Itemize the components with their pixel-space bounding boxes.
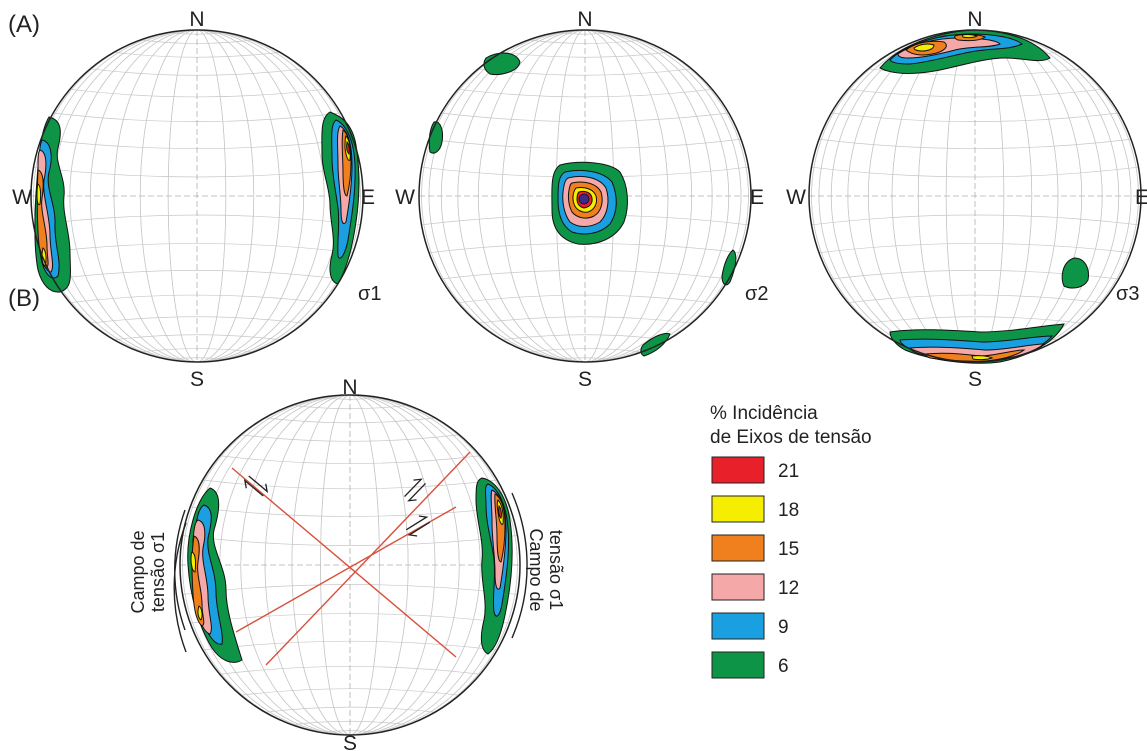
legend-swatch-6 (711, 651, 765, 679)
stress-field-right-line2: tensão σ1 (546, 530, 566, 610)
legend-title-line2: de Eixos de tensão (710, 427, 872, 448)
legend-value-21: 21 (778, 461, 799, 482)
primitive-circle (418, 29, 752, 363)
west-label: W (395, 186, 415, 209)
density-contours-combined (187, 477, 513, 663)
half-arrow-nw (243, 475, 269, 497)
legend-swatch-12 (711, 573, 765, 601)
legend-swatch-18 (711, 495, 765, 523)
legend-swatch-9 (711, 612, 765, 640)
south-label: S (343, 732, 357, 751)
primitive-circle (30, 29, 364, 363)
density-contours-sigma3 (879, 29, 1089, 364)
panel-b-label: (B) (8, 285, 40, 312)
south-label: S (190, 368, 204, 391)
fault-line-ene-wsw (235, 506, 457, 633)
stereonet-grid (809, 29, 1141, 363)
stereonet-grid (180, 394, 520, 736)
east-label: E (361, 186, 375, 209)
east-label: E (750, 186, 764, 209)
stress-field-right-line1: Campo de (526, 528, 546, 611)
fault-line-nw-se (231, 467, 457, 658)
legend-value-12: 12 (778, 578, 799, 599)
stress-field-arc-right (511, 492, 528, 639)
contour-peak (578, 193, 590, 205)
west-label: W (786, 186, 806, 209)
kinematic-arrows (243, 475, 431, 537)
stress-field-left-line1: Campo de (128, 530, 148, 613)
stress-field-arc-left-outer (173, 522, 187, 653)
sigma1-label: σ1 (358, 283, 381, 305)
panel-a-label: (A) (8, 11, 40, 38)
primitive-circle (179, 394, 521, 736)
north-label: N (967, 8, 982, 31)
fault-traces (231, 451, 471, 666)
stereonet-combined: N S Campo de tensão σ1 Campo de tensão σ… (128, 376, 566, 751)
contour-18 (36, 183, 42, 206)
legend-value-15: 15 (778, 539, 799, 560)
south-label: S (578, 368, 592, 391)
half-arrow-ne-1 (404, 478, 426, 502)
stereonet-sigma2: N S W E σ2 (395, 8, 768, 391)
west-label: W (12, 186, 32, 209)
east-label: E (1135, 186, 1147, 209)
fault-line-ne-sw (265, 451, 471, 666)
legend-value-6: 6 (778, 656, 789, 677)
north-label: N (577, 8, 592, 31)
half-arrow-ne-2 (405, 515, 431, 537)
south-label: S (968, 368, 982, 391)
north-label: N (342, 376, 357, 399)
primitive-circle (808, 29, 1142, 363)
legend: % Incidência de Eixos de tensão 21 18 15 12… (710, 403, 872, 679)
stereonet-sigma3: N S W E σ3 (786, 8, 1147, 391)
north-label: N (189, 8, 204, 31)
legend-value-9: 9 (778, 617, 789, 638)
stereonet-sigma1: N S W E σ1 (12, 8, 381, 391)
legend-swatch-21 (711, 456, 765, 484)
legend-swatch-15 (711, 534, 765, 562)
stress-field-left-line2: tensão σ1 (148, 532, 168, 612)
sigma2-label: σ2 (745, 283, 768, 305)
sigma3-label: σ3 (1116, 283, 1139, 305)
stereonet-grid (31, 29, 363, 363)
density-contours-sigma2 (428, 52, 737, 357)
legend-value-18: 18 (778, 500, 799, 521)
legend-title-line1: % Incidência (710, 403, 818, 424)
